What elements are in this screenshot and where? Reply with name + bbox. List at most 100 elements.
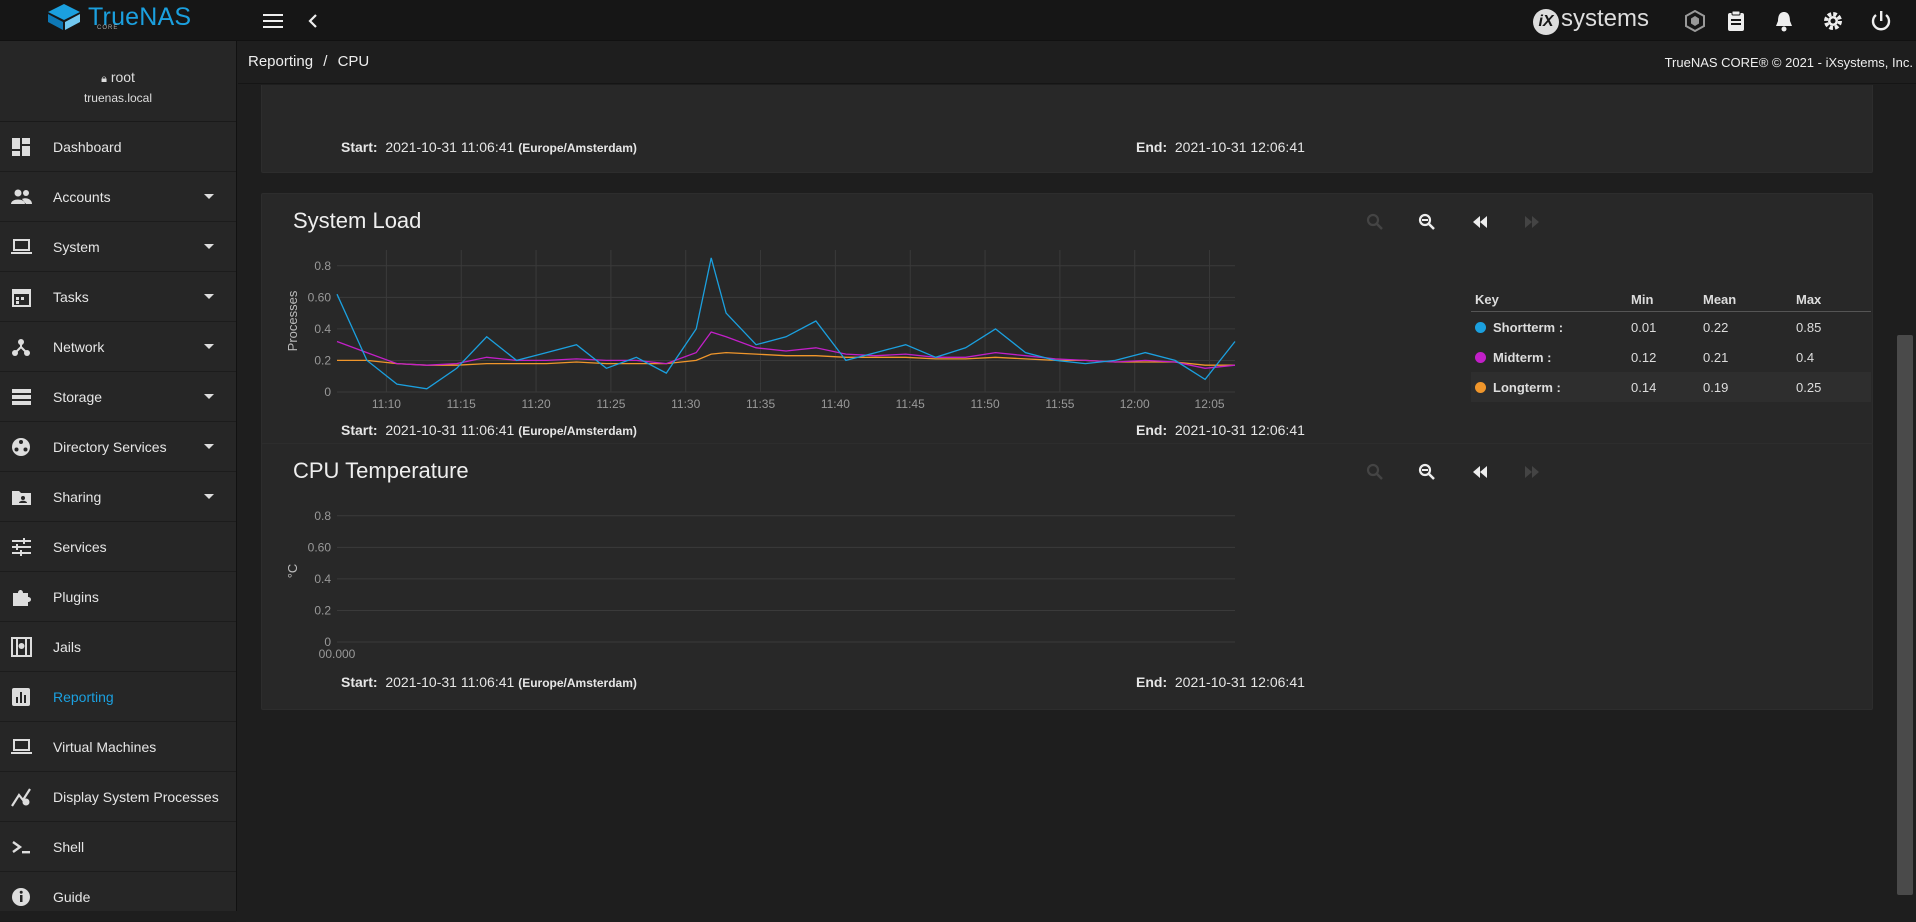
legend-mean: 0.19 <box>1703 379 1729 395</box>
start-time: 2021-10-31 11:06:41 <box>385 139 515 155</box>
cpu-temperature-y-tick-label: 0.8 <box>314 509 331 523</box>
sidebar-item-display-system-processes[interactable]: Display System Processes <box>0 772 236 822</box>
system-load-series-midterm <box>336 331 1236 369</box>
zoom-in-icon[interactable] <box>1365 462 1385 482</box>
sidebar-item-shell[interactable]: Shell <box>0 822 236 872</box>
sidebar-item-network[interactable]: Network <box>0 322 236 372</box>
system-load-legend: Key Min Mean Max Shortterm : 0.01 0.22 0.85… <box>1471 292 1871 402</box>
chevron-down-icon <box>204 444 214 449</box>
notifications-button[interactable] <box>1771 8 1797 34</box>
series-color-dot <box>1475 321 1486 333</box>
sidebar-item-dashboard[interactable]: Dashboard <box>0 122 236 172</box>
system-load-y-tick-label: 0.8 <box>314 259 331 273</box>
ixsystems-logo[interactable]: iX systems <box>1533 5 1649 35</box>
chevron-down-icon <box>204 494 214 499</box>
scrollbar-thumb[interactable] <box>1897 335 1913 895</box>
sidebar-item-label: Jails <box>53 638 82 655</box>
sidebar-item-label: Tasks <box>53 288 89 305</box>
zoom-out-icon[interactable] <box>1417 462 1437 482</box>
system-load-x-tick-label: 11:45 <box>896 397 925 411</box>
logo-subtitle: CORE <box>97 25 119 31</box>
sidebar-item-label: Shell <box>53 838 85 855</box>
end-time: 2021-10-31 12:06:41 <box>1174 139 1305 155</box>
sidebar-item-directory-services[interactable]: Directory Services <box>0 422 236 472</box>
cpu-temperature-y-tick-label: 0.60 <box>308 540 332 554</box>
legend-header-max: Max <box>1796 292 1822 307</box>
fast-forward-icon[interactable] <box>1522 212 1542 232</box>
sidebar-item-services[interactable]: Services <box>0 522 236 572</box>
legend-header-min: Min <box>1631 292 1654 307</box>
bell-icon <box>1776 12 1792 32</box>
cpu-temperature-y-tick-label: 0 <box>324 635 331 649</box>
chevron-down-icon <box>204 194 214 199</box>
collapse-sidebar-button[interactable] <box>300 8 326 34</box>
info-icon <box>10 887 32 907</box>
sidebar-item-plugins[interactable]: Plugins <box>0 572 236 622</box>
fast-forward-icon[interactable] <box>1522 462 1542 482</box>
cpu-temperature-chart: 0 0.2 0.4 0.60 0.8 °C 00.000 <box>285 509 1235 661</box>
sidebar-nav: Dashboard Accounts System Tasks Network Stora… <box>0 122 236 922</box>
breadcrumb-reporting[interactable]: Reporting <box>248 53 314 70</box>
user-panel: 🔒︎ root truenas.local <box>0 41 236 122</box>
system-load-x-tick-label: 11:40 <box>821 397 850 411</box>
timezone: (Europe/Amsterdam) <box>518 424 637 438</box>
breadcrumb: Reporting / CPU <box>248 53 369 70</box>
chevron-down-icon <box>204 394 214 399</box>
system-load-y-tick-label: 0.4 <box>314 322 331 336</box>
sidebar-item-tasks[interactable]: Tasks <box>0 272 236 322</box>
laptop-icon <box>10 737 32 757</box>
sidebar: 🔒︎ root truenas.local Dashboard Accounts S… <box>0 41 237 922</box>
legend-key: Shortterm : <box>1471 320 1631 335</box>
rewind-icon[interactable] <box>1470 212 1490 232</box>
sidebar-item-accounts[interactable]: Accounts <box>0 172 236 222</box>
settings-button[interactable] <box>1820 8 1846 34</box>
zoom-out-icon[interactable] <box>1417 212 1437 232</box>
sidebar-item-jails[interactable]: Jails <box>0 622 236 672</box>
system-load-x-tick-label: 11:30 <box>671 397 700 411</box>
folder-share-icon <box>10 487 32 507</box>
timezone: (Europe/Amsterdam) <box>518 141 637 155</box>
legend-min: 0.12 <box>1631 349 1657 365</box>
page-scrollbar[interactable] <box>1894 85 1916 911</box>
power-icon <box>1871 11 1891 31</box>
cpu-temperature-y-tick-label: 0.4 <box>314 572 331 586</box>
system-load-x-tick-label: 12:05 <box>1195 397 1225 411</box>
zoom-in-icon[interactable] <box>1365 212 1385 232</box>
truecommand-button[interactable] <box>1682 8 1708 34</box>
sidebar-item-label: Dashboard <box>53 138 122 155</box>
sidebar-item-guide[interactable]: Guide <box>0 872 236 922</box>
menu-toggle-button[interactable] <box>260 8 286 34</box>
cpu-temperature-start-range: Start: 2021-10-31 11:06:41 (Europe/Amste… <box>341 674 637 690</box>
task-manager-button[interactable] <box>1723 8 1749 34</box>
directory-icon <box>10 437 32 457</box>
sidebar-item-system[interactable]: System <box>0 222 236 272</box>
legend-max: 0.85 <box>1796 319 1822 335</box>
legend-row: Longterm : 0.14 0.19 0.25 <box>1471 372 1871 402</box>
sidebar-item-label: Network <box>53 338 105 355</box>
timezone: (Europe/Amsterdam) <box>518 676 637 690</box>
system-load-title: System Load <box>293 208 422 233</box>
sidebar-item-sharing[interactable]: Sharing <box>0 472 236 522</box>
rewind-icon[interactable] <box>1470 462 1490 482</box>
truenas-logo[interactable]: TrueNAS <box>46 2 191 32</box>
sidebar-item-virtual-machines[interactable]: Virtual Machines <box>0 722 236 772</box>
system-load-series-longterm <box>337 351 1235 366</box>
hostname: truenas.local <box>83 91 153 105</box>
power-button[interactable] <box>1868 8 1894 34</box>
legend-mean: 0.22 <box>1703 319 1729 335</box>
system-load-y-tick-label: 0.60 <box>308 290 332 304</box>
sidebar-item-label: Reporting <box>53 688 114 705</box>
system-load-x-tick-label: 11:15 <box>447 397 476 411</box>
system-load-chart: 0 0.2 0.4 0.60 0.8 Processes 11:10 11:15 11:20 11… <box>285 250 1236 411</box>
legend-header: Key Min Mean Max <box>1471 292 1871 312</box>
legend-mean: 0.21 <box>1703 349 1729 365</box>
start-label: Start: <box>341 674 378 690</box>
legend-min: 0.01 <box>1631 319 1657 335</box>
sidebar-item-storage[interactable]: Storage <box>0 372 236 422</box>
sidebar-item-reporting[interactable]: Reporting <box>0 672 236 722</box>
main-content: Start: 2021-10-31 11:06:41 (Europe/Amste… <box>238 85 1894 911</box>
sidebar-item-label: System <box>53 238 100 255</box>
legend-row: Midterm : 0.12 0.21 0.4 <box>1471 342 1871 372</box>
system-load-x-tick-label: 11:50 <box>970 397 999 411</box>
puzzle-icon <box>10 587 32 607</box>
